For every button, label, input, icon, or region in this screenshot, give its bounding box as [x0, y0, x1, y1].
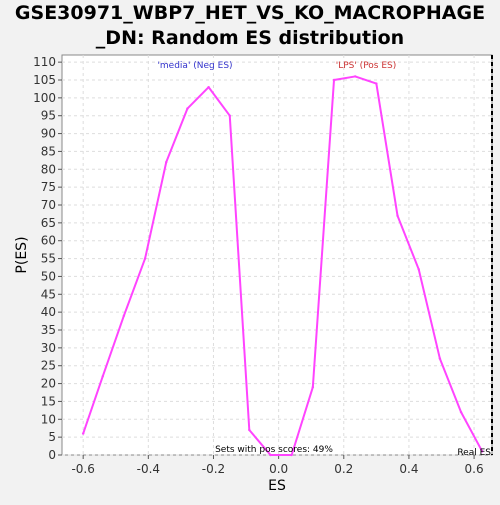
y-tick-label: 45 [41, 287, 56, 301]
data-point [332, 78, 336, 82]
real-es-label: Real ES [457, 448, 491, 458]
y-tick-label: 35 [41, 323, 56, 337]
x-tick-label: 0.2 [334, 462, 353, 476]
data-point [459, 410, 463, 414]
y-tick-label: 105 [33, 73, 56, 87]
chart-title-line-1: GSE30971_WBP7_HET_VS_KO_MACROPHAGE [15, 2, 485, 24]
series-line [82, 75, 484, 456]
chart-title-line-2: _DN: Random ES distribution [96, 27, 404, 49]
y-tick-label: 70 [41, 198, 56, 212]
pos-es-label: 'LPS' (Pos ES) [336, 61, 397, 71]
y-tick-label: 5 [48, 430, 56, 444]
y-tick-label: 80 [41, 162, 56, 176]
x-axis-label: ES [268, 478, 286, 494]
y-tick-label: 20 [41, 377, 56, 391]
y-tick-label: 0 [48, 448, 56, 462]
y-tick-label: 40 [41, 305, 56, 319]
data-point [417, 268, 420, 271]
data-point [101, 375, 104, 378]
series-lines [81, 75, 484, 457]
y-tick-label: 75 [41, 180, 56, 194]
data-point [207, 85, 210, 89]
x-tick-label: 0.4 [399, 462, 418, 476]
y-tick-label: 10 [41, 412, 56, 426]
data-point [311, 385, 315, 389]
y-tick-label: 100 [33, 91, 56, 105]
y-tick-label: 65 [41, 216, 56, 230]
data-point [290, 453, 293, 457]
data-point [122, 314, 126, 317]
data-point [375, 82, 378, 85]
y-tick-label: 110 [33, 55, 56, 69]
y-tick-label: 95 [41, 109, 56, 123]
data-point [186, 107, 189, 110]
grid-lines [62, 55, 492, 456]
data-point [481, 450, 484, 453]
data-point [438, 357, 442, 360]
y-tick-label: 60 [41, 234, 56, 248]
y-tick-label: 55 [41, 252, 56, 266]
y-tick-label: 25 [41, 359, 56, 373]
axes: 0 5 10 15 20 25 30 35 40 45 50 55 60 65 70 75 80 85 90 95 10… [33, 55, 493, 476]
data-point [228, 114, 231, 117]
data-point [353, 75, 357, 78]
neg-es-label: 'media' (Neg ES) [157, 61, 232, 71]
y-tick-label: 85 [41, 144, 56, 158]
y-tick-label: 15 [41, 394, 56, 408]
x-tick-label: 0.6 [465, 462, 484, 476]
data-point [143, 257, 147, 260]
x-tick-label: -0.4 [137, 462, 160, 476]
data-point [248, 428, 251, 432]
y-tick-label: 90 [41, 127, 56, 141]
y-tick-label: 50 [41, 269, 56, 283]
data-point [81, 432, 85, 435]
data-point [165, 160, 168, 164]
x-tick-label: -0.6 [71, 462, 94, 476]
y-axis-label: P(ES) [14, 236, 30, 273]
plot-area [61, 54, 493, 456]
x-tick-label: 0.0 [269, 462, 288, 476]
y-tick-label: 30 [41, 341, 56, 355]
data-point [396, 214, 399, 217]
x-tick-label: -0.2 [202, 462, 225, 476]
pos-scores-text: Sets with pos scores: 49% [215, 445, 333, 455]
data-point [269, 453, 272, 457]
